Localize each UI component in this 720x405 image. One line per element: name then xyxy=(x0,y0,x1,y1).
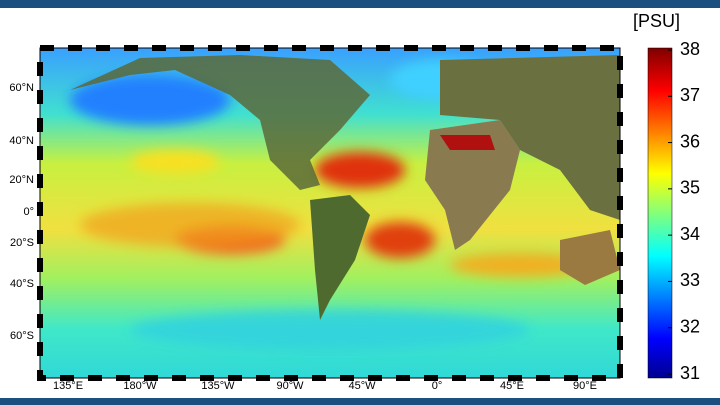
colorbar-tick-label: 33 xyxy=(680,270,700,290)
lat-label: 40°N xyxy=(9,135,34,147)
lat-label: 0° xyxy=(23,206,34,218)
lon-label: 90°W xyxy=(276,380,304,392)
lat-label: 20°S xyxy=(10,237,34,249)
lat-label: 40°S xyxy=(10,278,34,290)
lon-label: 45°W xyxy=(348,380,376,392)
lon-label: 0° xyxy=(432,380,443,392)
colorbar-tick-label: 37 xyxy=(680,85,700,105)
colorbar-tick-label: 38 xyxy=(680,39,700,59)
colorbar-label: [PSU] xyxy=(633,11,680,31)
colorbar-tick-label: 32 xyxy=(680,316,700,336)
lon-label: 180°W xyxy=(123,380,157,392)
colorbar-tick-label: 34 xyxy=(680,224,700,244)
colorbar-tick-label: 35 xyxy=(680,178,700,198)
lon-label: 45°E xyxy=(500,380,524,392)
lat-label: 20°N xyxy=(9,174,34,186)
lon-label: 90°E xyxy=(573,380,597,392)
map-border xyxy=(39,47,621,379)
lon-label: 135°E xyxy=(53,380,83,392)
top-bar xyxy=(0,0,720,8)
colorbar xyxy=(647,47,673,379)
colorbar-tick-label: 31 xyxy=(680,363,700,383)
colorbar-tick-label: 36 xyxy=(680,131,700,151)
lon-label: 135°W xyxy=(201,380,235,392)
salinity-map xyxy=(40,48,620,378)
bottom-bar xyxy=(0,398,720,405)
lat-label: 60°N xyxy=(9,82,34,94)
lat-label: 60°S xyxy=(10,330,34,342)
